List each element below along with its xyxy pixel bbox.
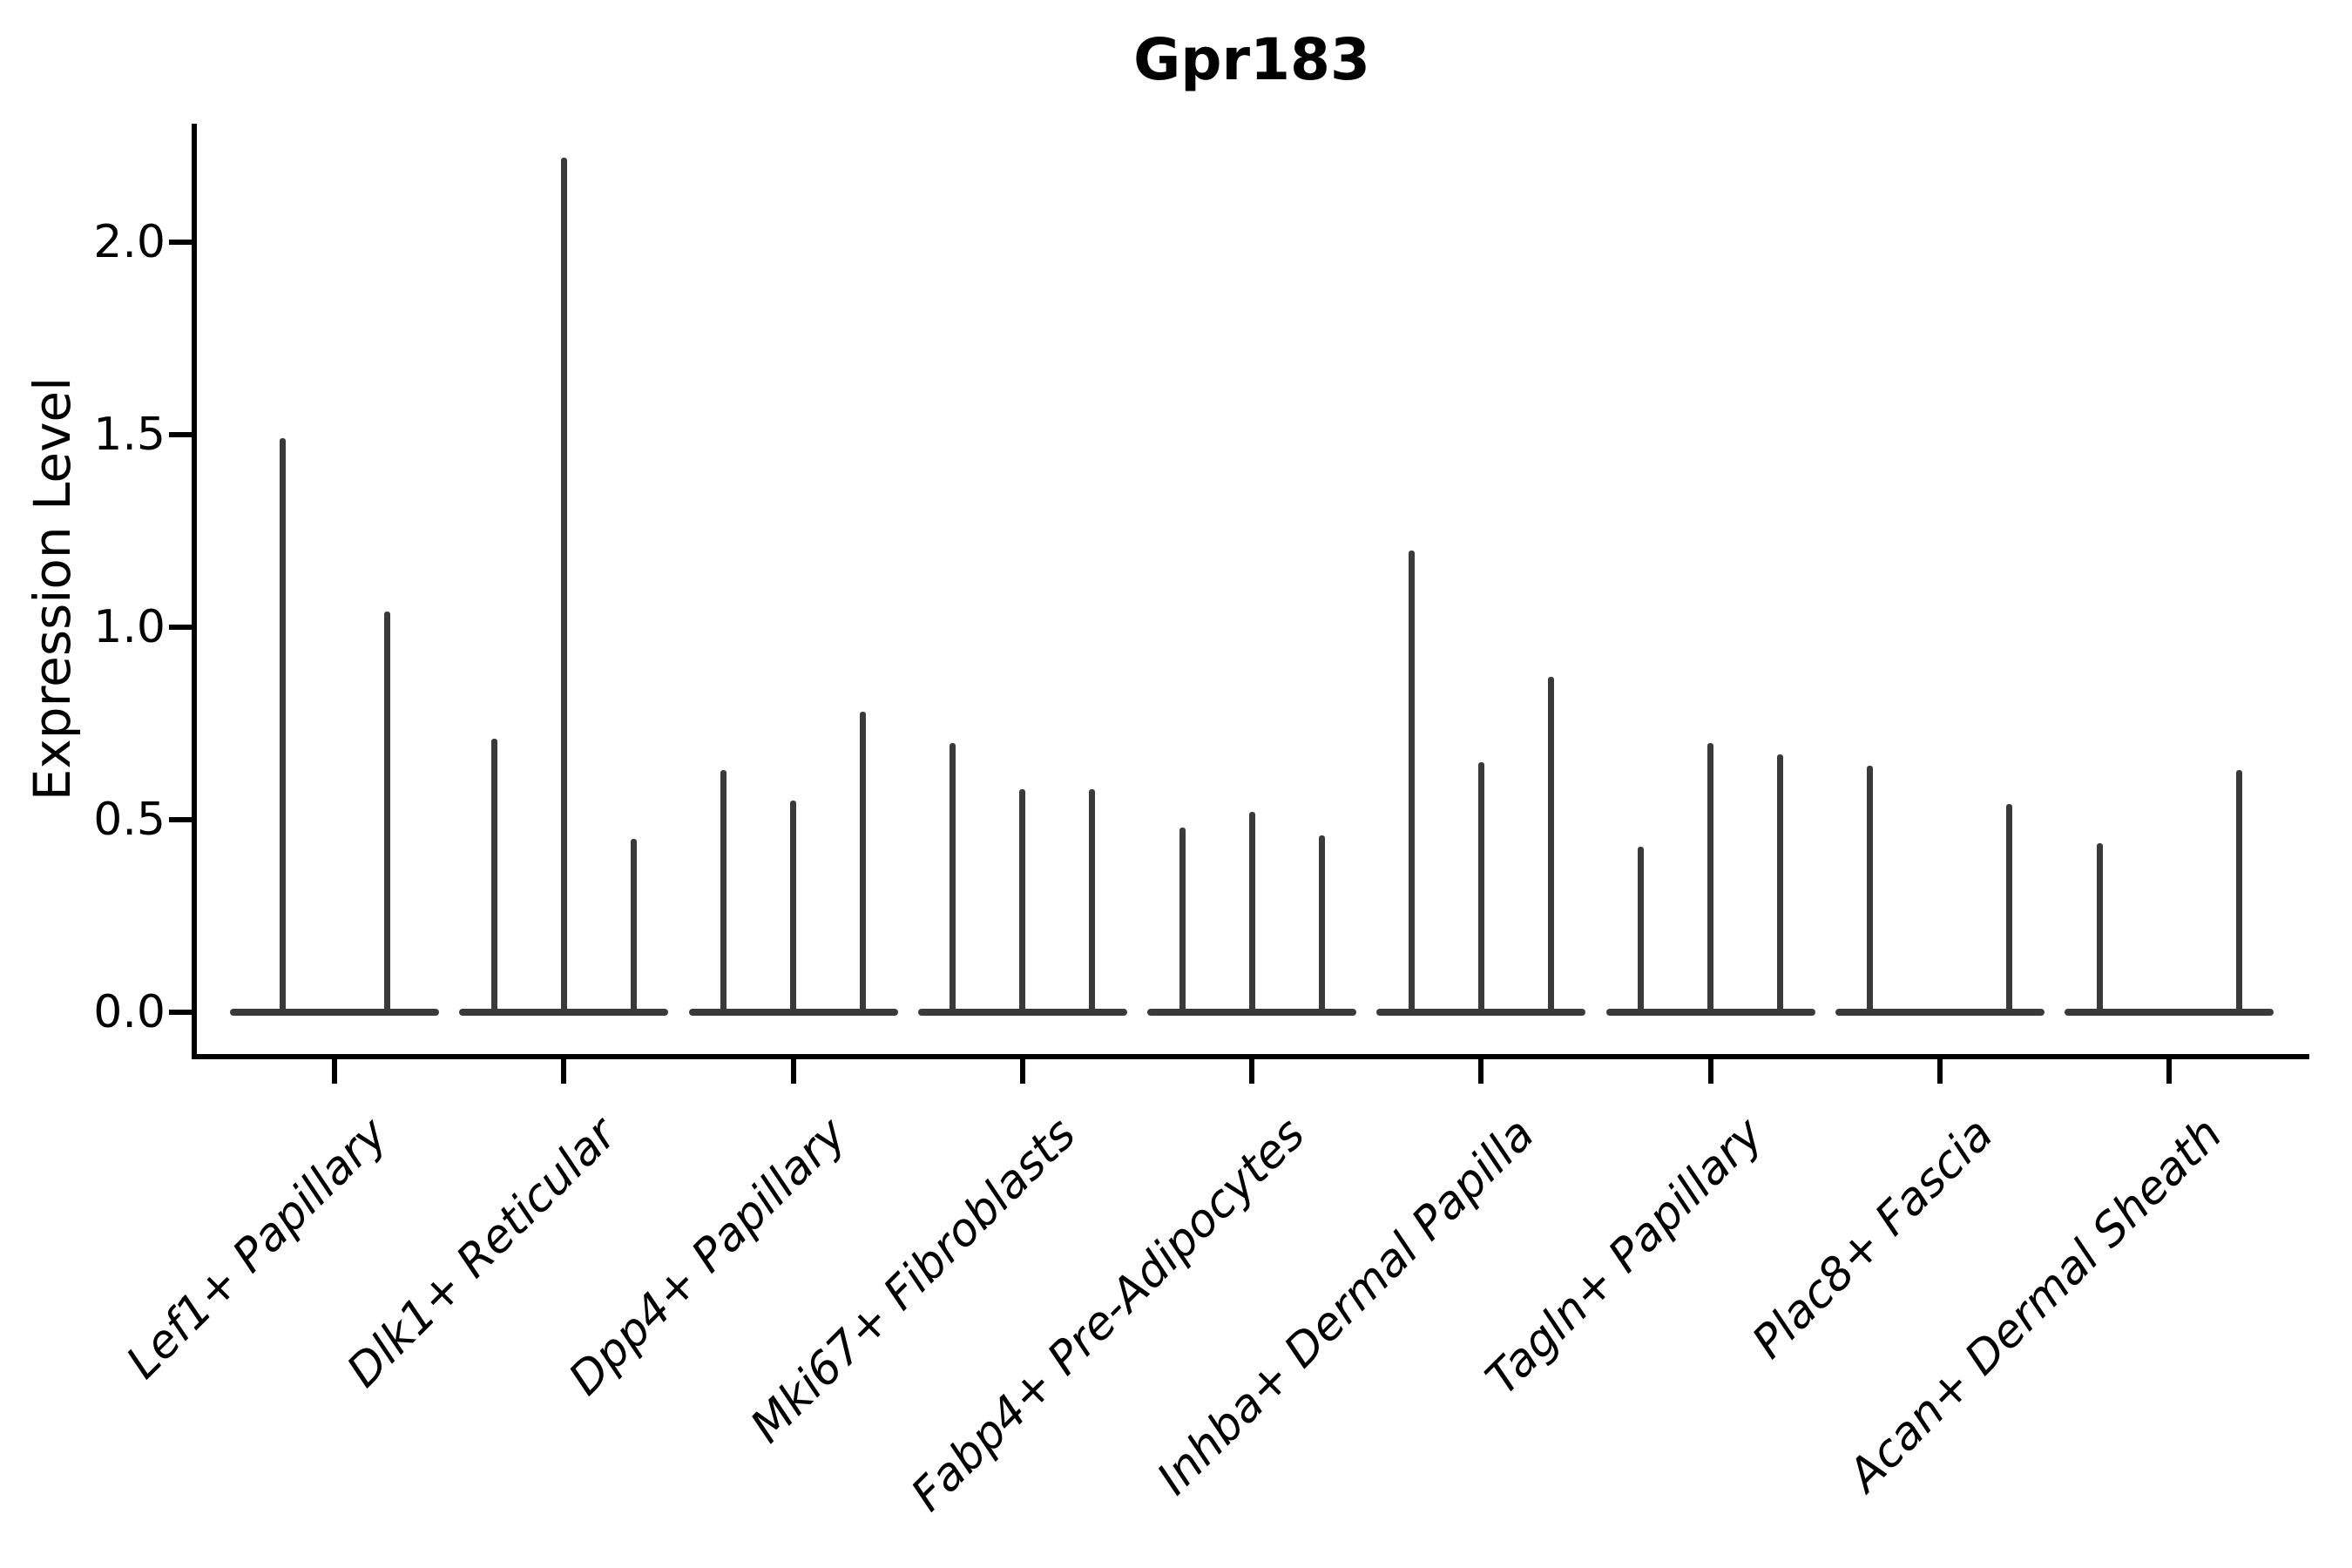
violin-spike (1318, 835, 1325, 1012)
violin-spike (2096, 843, 2103, 1012)
violin-spike (1477, 762, 1484, 1012)
violin-spike (1019, 789, 1026, 1012)
violin-spike (490, 739, 497, 1012)
violin-spike (1089, 789, 1096, 1012)
violin-baseline (1605, 1009, 1815, 1016)
violin-spike (1408, 551, 1415, 1012)
chart-title: Gpr183 (1133, 26, 1370, 93)
x-tick-label: Fabp4+ Pre-Adipocytes (901, 1108, 1315, 1522)
x-tick-mark (1478, 1059, 1484, 1084)
violin-spike (860, 712, 866, 1012)
x-tick-label: Inhba+ Dermal Papilla (1146, 1108, 1544, 1505)
y-tick-mark (169, 817, 192, 822)
x-tick-mark (2166, 1059, 2172, 1084)
violin-baseline (1376, 1009, 1586, 1016)
y-tick-label: 1.0 (93, 601, 166, 653)
violin-baseline (2065, 1009, 2274, 1016)
violin-baseline (459, 1009, 669, 1016)
y-tick-mark (169, 432, 192, 437)
x-tick-mark (332, 1059, 337, 1084)
violin-spike (1248, 812, 1255, 1012)
violin-spike (1547, 677, 1554, 1012)
violin-baseline (688, 1009, 898, 1016)
violin-spike (2235, 770, 2242, 1012)
x-tick-mark (1249, 1059, 1254, 1084)
x-tick-mark (1707, 1059, 1713, 1084)
y-tick-mark (169, 1010, 192, 1015)
violin-spike (720, 770, 727, 1012)
violin-spike (630, 839, 637, 1012)
violin-baseline (230, 1009, 439, 1016)
y-tick-label: 2.0 (93, 216, 166, 268)
violin-spike (560, 158, 567, 1012)
violin-spike (2006, 804, 2013, 1012)
violin-spike (950, 743, 956, 1012)
x-tick-mark (790, 1059, 796, 1084)
y-tick-label: 0.5 (93, 794, 166, 846)
violin-spike (1867, 766, 1874, 1012)
violin-spike (279, 438, 286, 1012)
x-tick-label: Acan+ Dermal Sheath (1838, 1108, 2233, 1502)
violin-spike (1707, 743, 1713, 1012)
y-tick-label: 1.5 (93, 409, 166, 461)
y-tick-label: 0.0 (93, 986, 166, 1038)
violin-spike (1638, 847, 1644, 1012)
violin-spike (1777, 754, 1783, 1012)
violin-spike (1179, 828, 1186, 1012)
x-tick-label: Plac8+ Fascia (1741, 1108, 2004, 1369)
violin-baseline (1147, 1009, 1356, 1016)
x-tick-mark (561, 1059, 567, 1084)
x-axis-spine (192, 1054, 2309, 1059)
x-tick-mark (1936, 1059, 1943, 1084)
violin-baseline (917, 1009, 1127, 1016)
y-tick-mark (169, 240, 192, 245)
violin-baseline (1835, 1009, 2044, 1016)
violin-spike (790, 801, 796, 1012)
x-tick-mark (1019, 1059, 1025, 1084)
y-axis-spine (192, 124, 197, 1059)
y-tick-mark (169, 625, 192, 630)
violin-spike (383, 612, 390, 1012)
